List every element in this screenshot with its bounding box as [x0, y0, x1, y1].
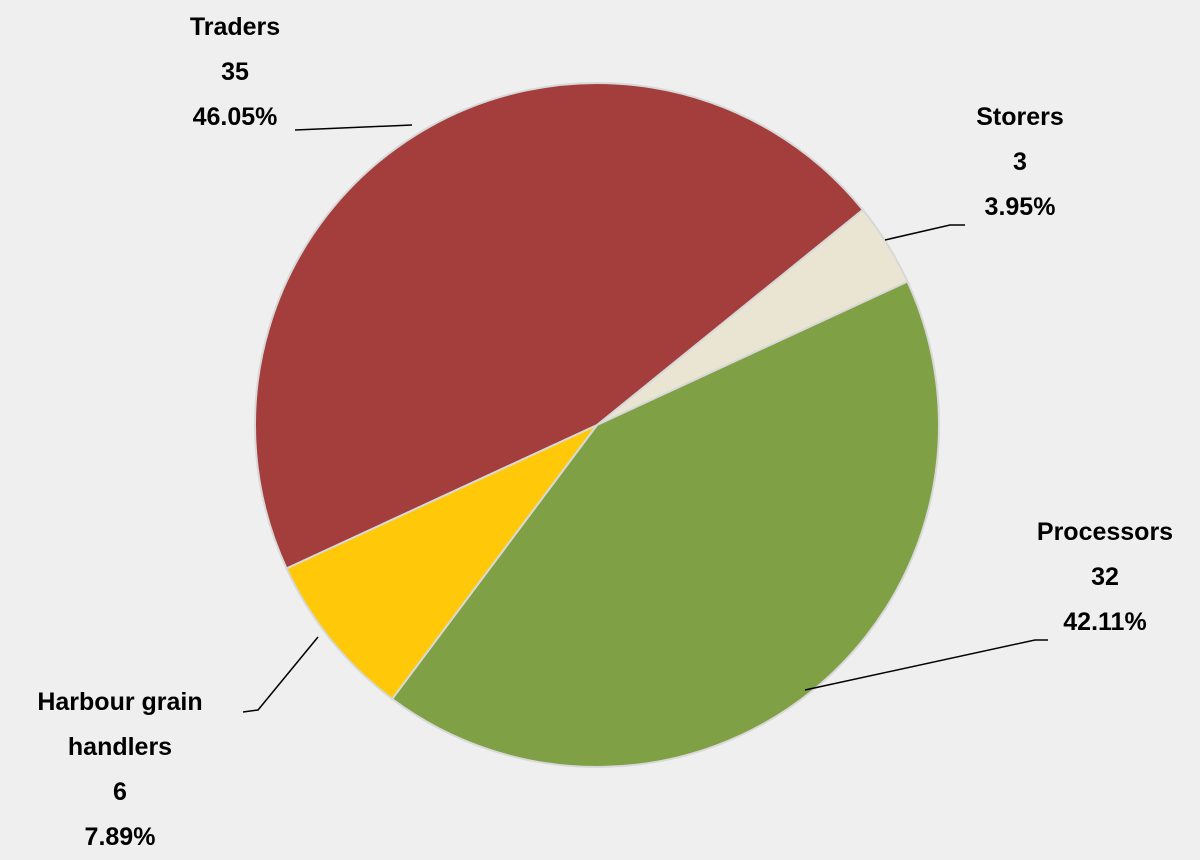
value-label: 6 — [113, 778, 127, 806]
category-label: Storers — [976, 103, 1064, 131]
data-label: Storers 3 3.95% — [930, 95, 1110, 230]
category-label: Processors — [1036, 518, 1174, 546]
value-label: 35 — [221, 58, 249, 86]
percent-label: 7.89% — [84, 823, 156, 851]
leader-line — [294, 124, 413, 131]
percent-label: 46.05% — [192, 103, 278, 131]
leader-line — [804, 639, 1048, 691]
slices — [254, 81, 940, 768]
data-label: Traders 35 46.05% — [145, 5, 325, 140]
data-label: Processors 32 42.11% — [1005, 510, 1200, 645]
category-label: Harbour grain handlers — [37, 688, 203, 761]
pie-slice — [285, 424, 598, 701]
pie-slice — [254, 81, 865, 570]
value-label: 3 — [1013, 148, 1027, 176]
leader-lines — [242, 124, 1048, 713]
pie-slice — [390, 280, 940, 768]
value-label: 32 — [1091, 563, 1119, 591]
percent-label: 3.95% — [984, 193, 1056, 221]
leader-line — [884, 224, 965, 241]
category-label: Traders — [189, 13, 281, 41]
data-label: Harbour grain handlers 6 7.89% — [0, 680, 240, 860]
percent-label: 42.11% — [1063, 608, 1147, 636]
leader-line — [242, 636, 319, 713]
